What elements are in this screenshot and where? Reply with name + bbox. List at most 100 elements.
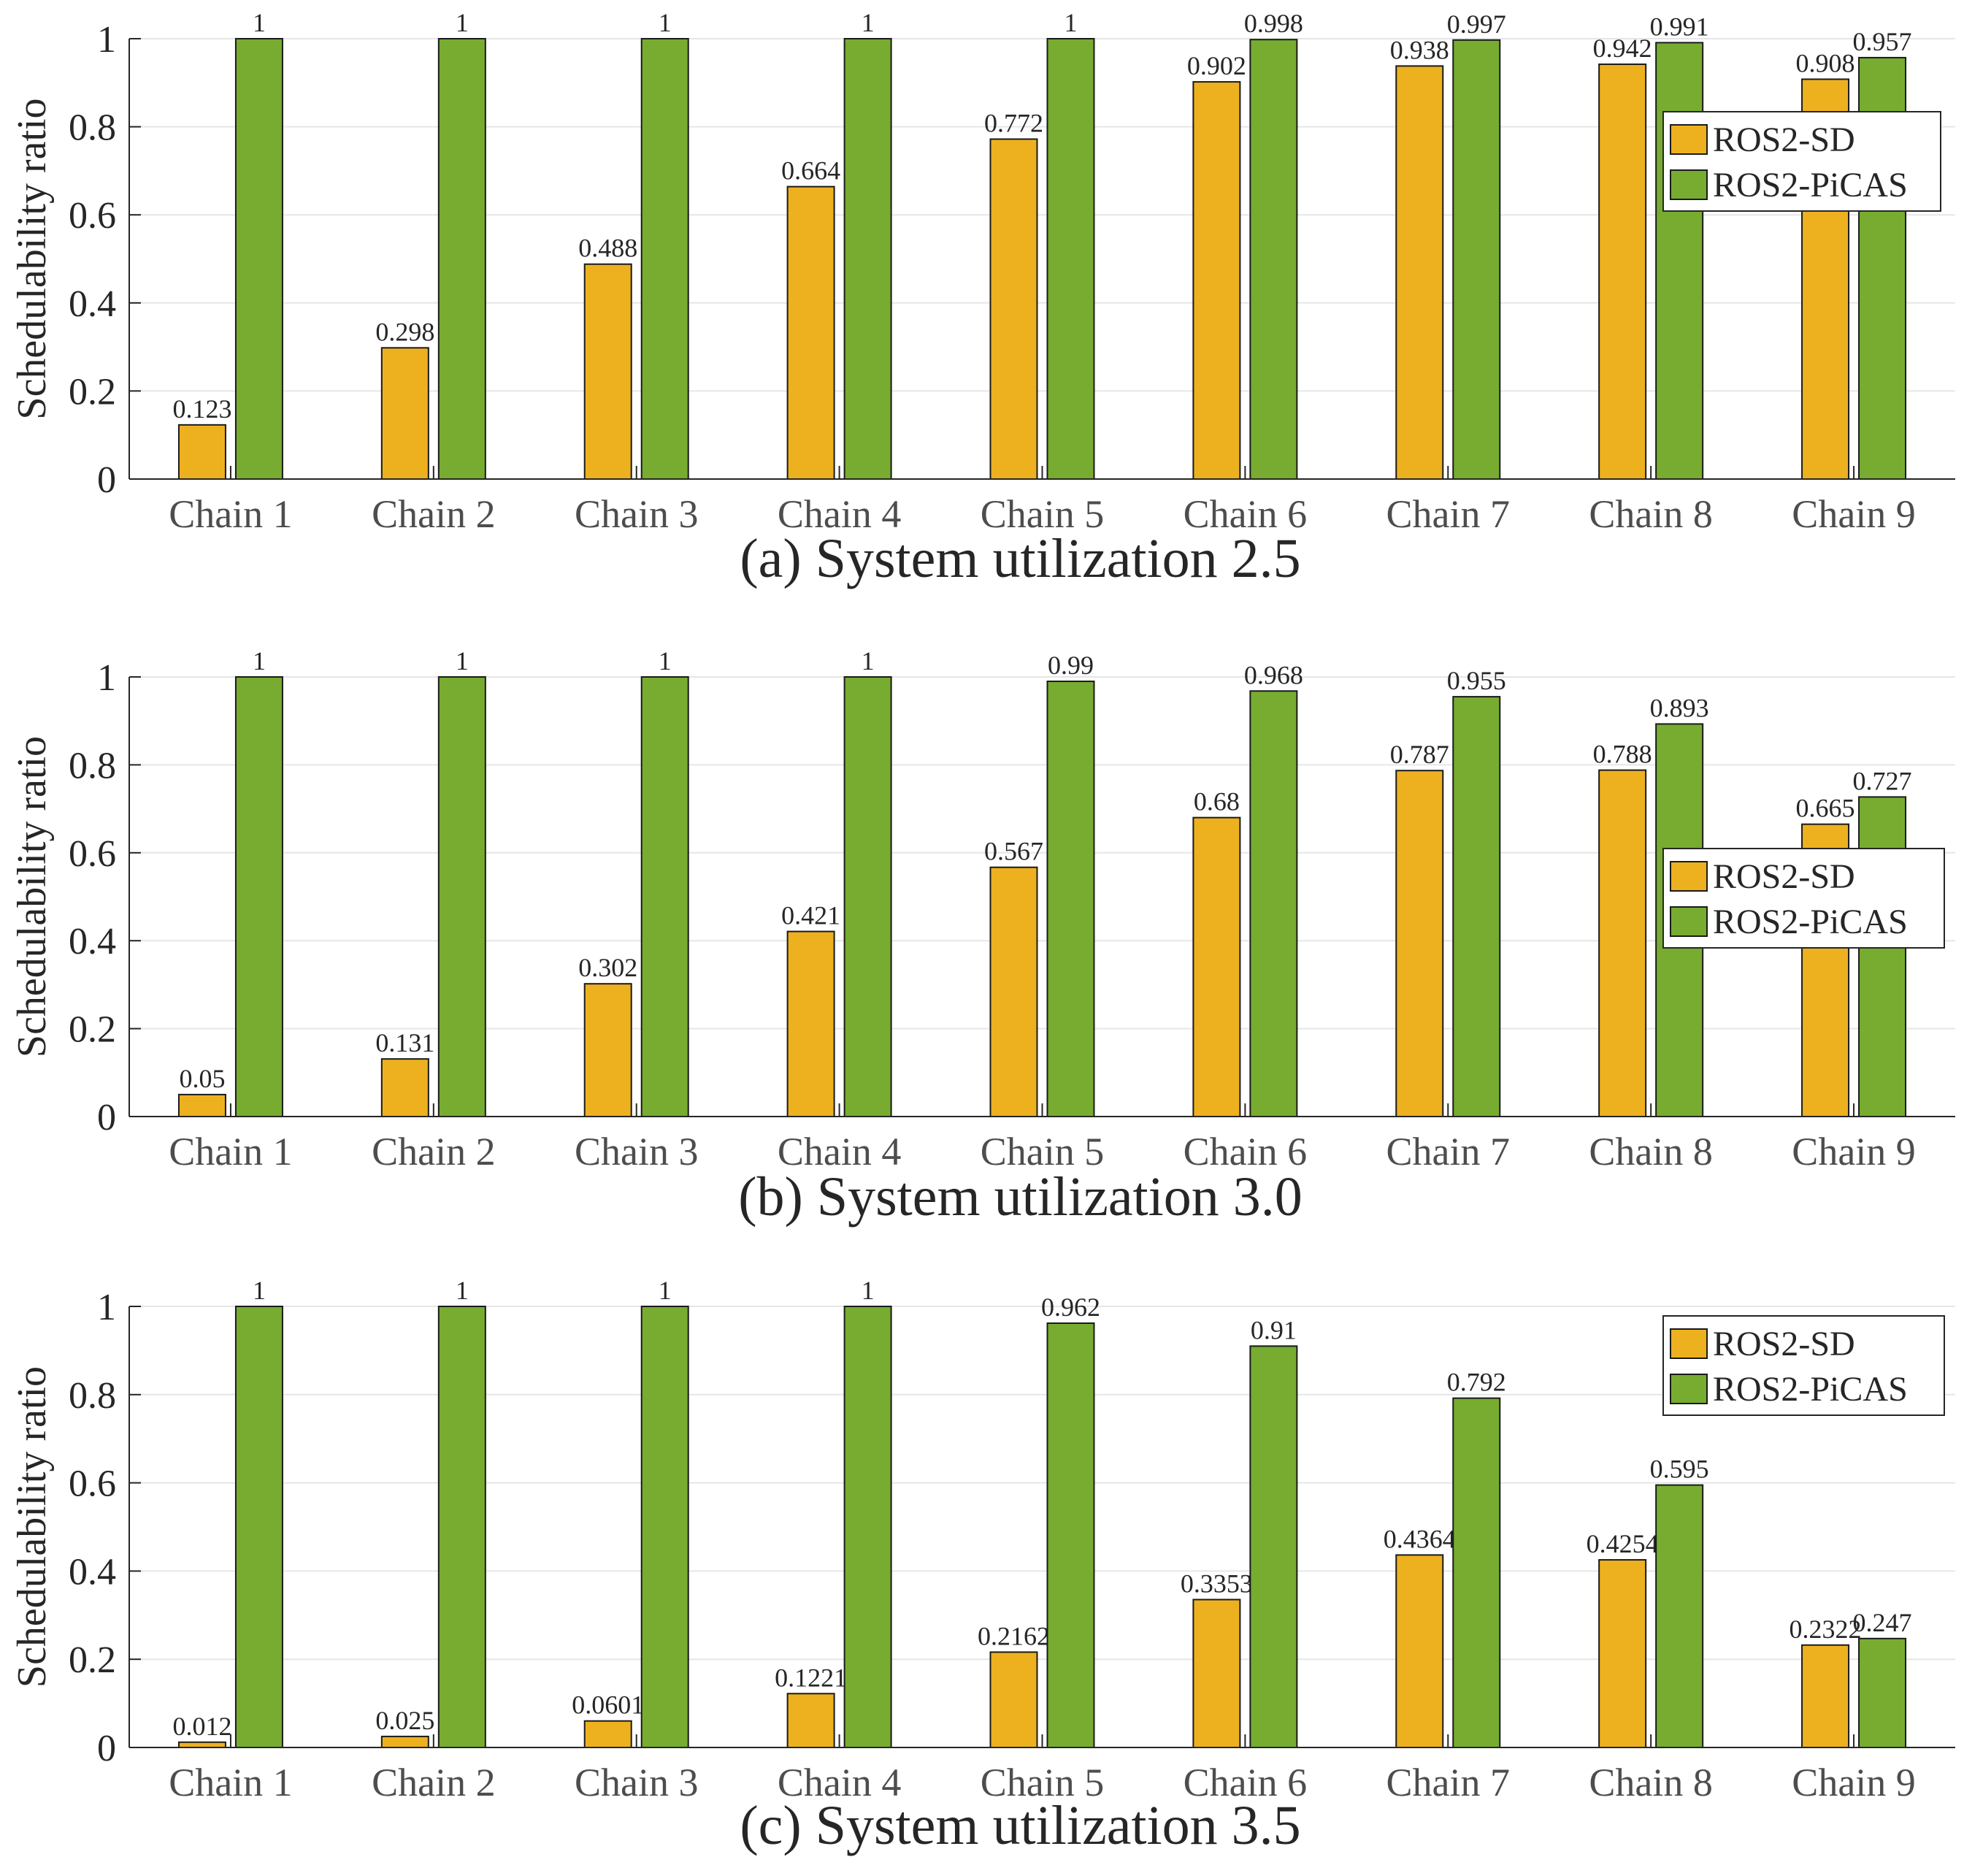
data-label: 0.421 [781, 901, 840, 930]
data-label: 0.3353 [1181, 1569, 1253, 1598]
x-tick-label: Chain 3 [575, 1761, 699, 1804]
data-label: 0.131 [375, 1028, 434, 1057]
bar-ros2-sd-chain-1 [177, 1741, 226, 1748]
bar-ros2-sd-chain-3 [583, 983, 632, 1118]
y-tick-label: 0.4 [69, 283, 116, 325]
x-tick-label: Chain 7 [1386, 1130, 1511, 1174]
legend-swatch [1670, 1328, 1708, 1359]
y-tick-label: 0 [97, 459, 116, 501]
data-label: 0.247 [1853, 1608, 1912, 1637]
y-tick-label: 0.6 [69, 1463, 116, 1505]
legend-label: ROS2-PiCAS [1713, 1370, 1908, 1409]
bar-ros2-picas-chain-7 [1452, 39, 1501, 480]
data-label: 0.68 [1194, 787, 1240, 816]
legend-label: ROS2-SD [1713, 120, 1855, 159]
x-tick-label: Chain 2 [372, 1130, 496, 1174]
legend: ROS2-SD ROS2-PiCAS [1662, 848, 1945, 949]
x-tick-label: Chain 3 [575, 1130, 699, 1174]
x-tick-label: Chain 9 [1792, 1130, 1916, 1174]
bar-ros2-sd-chain-2 [380, 1058, 429, 1117]
bar-ros2-picas-chain-1 [234, 676, 283, 1117]
bar-ros2-picas-chain-3 [640, 38, 689, 480]
data-label: 1 [659, 8, 672, 37]
bar-ros2-sd-chain-6 [1192, 816, 1241, 1117]
data-label: 0.902 [1187, 51, 1246, 80]
bar-ros2-picas-chain-2 [437, 1306, 486, 1748]
data-label: 0.792 [1447, 1368, 1506, 1397]
bar-ros2-picas-chain-6 [1249, 1345, 1298, 1748]
bar-ros2-sd-chain-8 [1598, 1559, 1647, 1748]
data-label: 0.025 [375, 1706, 434, 1735]
bar-ros2-sd-chain-5 [989, 866, 1038, 1118]
data-label: 0.962 [1041, 1293, 1100, 1322]
x-tick-label: Chain 5 [981, 1761, 1105, 1804]
y-axis-label: Schedulability ratio [9, 98, 55, 419]
x-tick-label: Chain 4 [778, 492, 902, 536]
bar-ros2-sd-chain-4 [786, 1693, 835, 1749]
data-label: 0.0601 [572, 1691, 644, 1720]
data-label: 0.123 [172, 394, 231, 424]
bar-ros2-sd-chain-7 [1395, 770, 1444, 1117]
x-tick-label: Chain 8 [1589, 1130, 1713, 1174]
data-label: 0.05 [179, 1064, 225, 1093]
data-label: 0.991 [1650, 12, 1709, 41]
legend: ROS2-SD ROS2-PiCAS [1662, 111, 1941, 212]
y-tick-label: 0 [97, 1728, 116, 1769]
bar-ros2-picas-chain-5 [1046, 1322, 1095, 1748]
x-tick-label: Chain 7 [1386, 492, 1511, 536]
bar-ros2-sd-chain-2 [380, 1735, 429, 1748]
bar-ros2-picas-chain-4 [843, 38, 892, 480]
y-tick-label: 0.6 [69, 833, 116, 875]
x-tick-label: Chain 2 [372, 492, 496, 536]
bar-ros2-picas-chain-5 [1046, 681, 1095, 1117]
legend-box [1662, 111, 1941, 212]
legend-swatch [1670, 1374, 1708, 1404]
y-tick-label: 0.4 [69, 921, 116, 962]
bar-ros2-sd-chain-2 [380, 347, 429, 480]
y-tick-label: 1 [97, 1287, 116, 1328]
data-label: 0.957 [1853, 27, 1912, 56]
legend-label: ROS2-SD [1713, 857, 1855, 896]
y-tick-label: 0.8 [69, 107, 116, 149]
x-tick-label: Chain 9 [1792, 1761, 1916, 1804]
data-label: 1 [456, 1276, 469, 1305]
y-tick-label: 0.2 [69, 371, 116, 413]
data-label: 0.968 [1244, 660, 1303, 689]
data-label: 0.664 [781, 156, 840, 185]
x-tick-label: Chain 6 [1184, 1130, 1308, 1174]
legend-swatch [1670, 906, 1708, 937]
y-tick-label: 0.6 [69, 195, 116, 237]
bar-ros2-picas-chain-5 [1046, 38, 1095, 480]
y-tick-label: 0.8 [69, 745, 116, 786]
data-label: 0.2162 [978, 1621, 1050, 1650]
legend-swatch [1670, 861, 1708, 892]
bar-ros2-picas-chain-4 [843, 1306, 892, 1748]
data-label: 1 [659, 1276, 672, 1305]
x-tick-label: Chain 5 [981, 1130, 1105, 1174]
data-label: 0.012 [172, 1712, 231, 1741]
data-label: 1 [862, 646, 875, 675]
bar-ros2-sd-chain-3 [583, 263, 632, 480]
data-label: 0.2322 [1790, 1615, 1862, 1644]
y-tick-label: 0.4 [69, 1551, 116, 1593]
data-label: 0.595 [1650, 1455, 1709, 1484]
bar-ros2-picas-chain-7 [1452, 696, 1501, 1117]
bar-ros2-sd-chain-4 [786, 185, 835, 480]
chart-panel-2: 0.05 1 Chain 1 0.131 1 Chain 2 0.302 1 Chain 3 0.… [9, 646, 1955, 1228]
data-label: 0.893 [1650, 693, 1709, 722]
x-tick-label: Chain 1 [169, 1130, 293, 1174]
x-tick-label: Chain 6 [1184, 1761, 1308, 1804]
bar-ros2-picas-chain-1 [234, 1306, 283, 1748]
bar-ros2-picas-chain-1 [234, 38, 283, 480]
legend-label: ROS2-PiCAS [1713, 903, 1908, 941]
chart-panel-1: 0.123 1 Chain 1 0.298 1 Chain 2 0.488 1 Chain 3 0… [9, 8, 1955, 589]
legend-box [1662, 1315, 1945, 1416]
bar-ros2-sd-chain-8 [1598, 769, 1647, 1118]
data-label: 0.908 [1796, 48, 1855, 77]
y-tick-label: 0.8 [69, 1375, 116, 1417]
bar-ros2-sd-chain-7 [1395, 1554, 1444, 1748]
data-label: 0.938 [1390, 35, 1449, 64]
data-label: 0.567 [984, 837, 1043, 866]
data-label: 1 [456, 8, 469, 37]
